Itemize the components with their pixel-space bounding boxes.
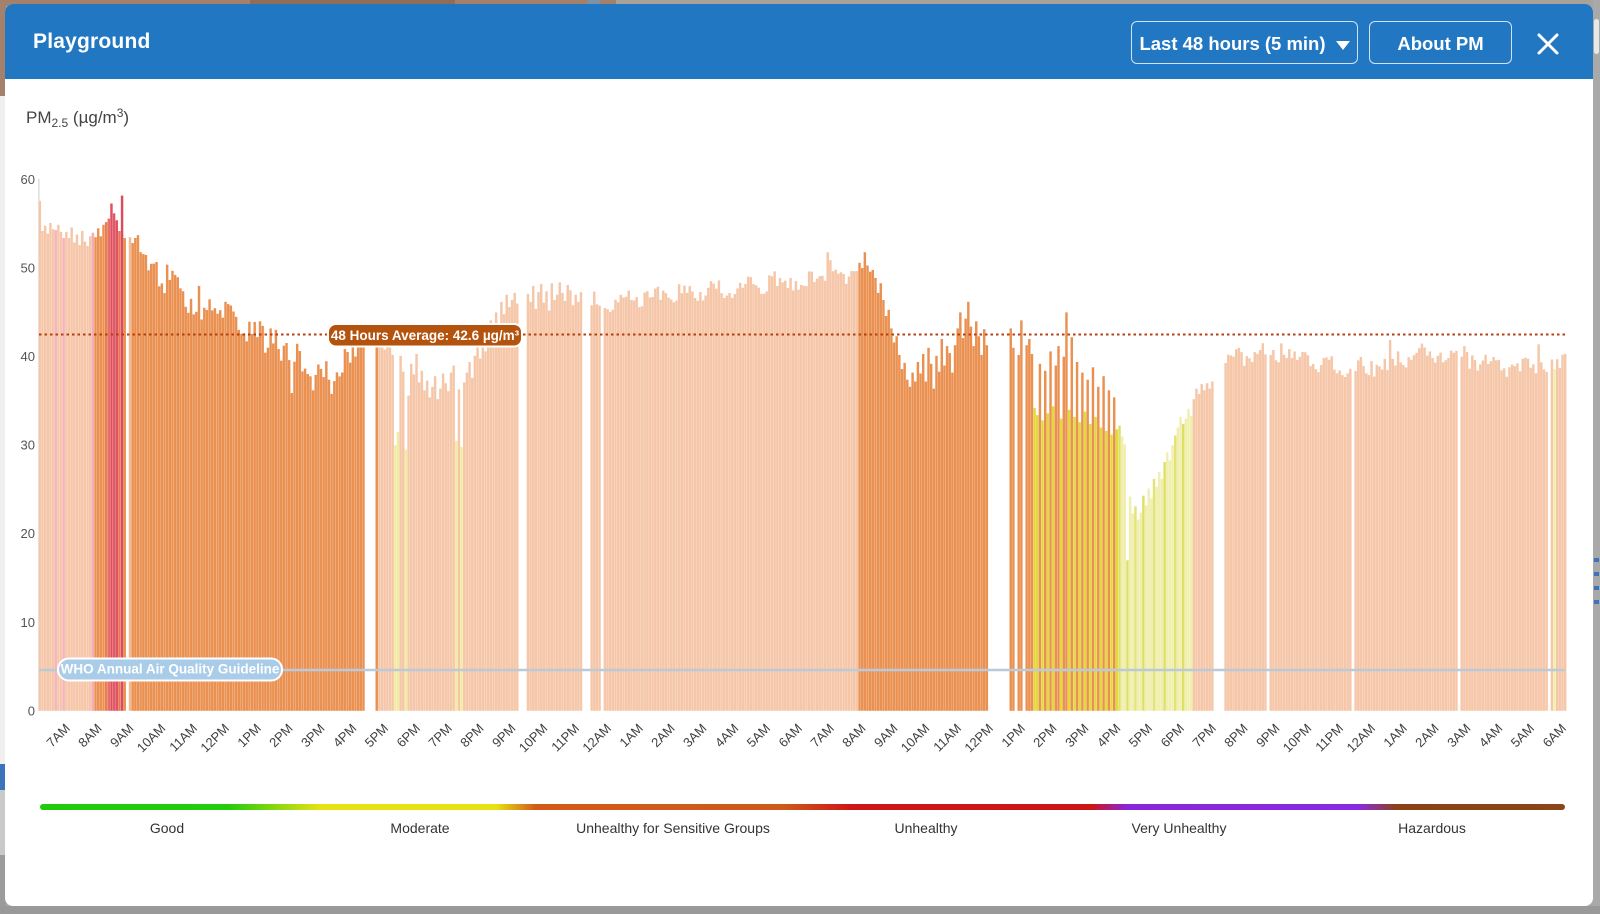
svg-text:8PM: 8PM [457,721,487,751]
svg-text:6PM: 6PM [393,721,423,751]
svg-text:Unhealthy: Unhealthy [894,820,957,836]
svg-text:Unhealthy for Sensitive Groups: Unhealthy for Sensitive Groups [576,820,770,836]
svg-text:11PM: 11PM [1312,721,1346,755]
svg-text:5AM: 5AM [1508,721,1538,751]
svg-text:3AM: 3AM [1444,721,1474,751]
svg-text:3AM: 3AM [680,721,710,751]
svg-text:2AM: 2AM [1412,721,1442,751]
svg-text:4AM: 4AM [712,721,742,751]
svg-text:50: 50 [21,261,35,276]
svg-text:12PM: 12PM [961,721,996,756]
svg-text:2PM: 2PM [266,721,296,751]
svg-text:6AM: 6AM [1540,721,1570,751]
svg-text:7PM: 7PM [425,721,455,751]
svg-text:8AM: 8AM [839,721,869,751]
svg-text:Hazardous: Hazardous [1398,820,1466,836]
svg-text:Good: Good [150,820,184,836]
svg-text:20: 20 [21,526,35,541]
svg-text:4PM: 4PM [1094,721,1124,751]
svg-text:12PM: 12PM [197,721,232,756]
svg-text:48 Hours Average: 42.6 µg/m³: 48 Hours Average: 42.6 µg/m³ [331,328,520,343]
svg-text:10: 10 [21,615,35,630]
svg-text:3PM: 3PM [298,721,328,751]
svg-text:PM2.5 (µg/m3): PM2.5 (µg/m3) [26,106,129,130]
svg-text:10AM: 10AM [134,721,169,756]
svg-text:12AM: 12AM [579,721,614,756]
svg-text:1PM: 1PM [998,721,1028,751]
svg-text:1AM: 1AM [1380,721,1410,751]
svg-text:10PM: 10PM [1280,721,1315,756]
svg-text:40: 40 [21,349,35,364]
svg-text:1AM: 1AM [616,721,646,751]
svg-text:3PM: 3PM [1062,721,1092,751]
svg-text:7AM: 7AM [43,721,73,751]
svg-text:WHO Annual Air Quality Guideli: WHO Annual Air Quality Guideline [61,662,280,677]
svg-text:10AM: 10AM [898,721,933,756]
svg-text:30: 30 [21,438,35,453]
svg-text:9AM: 9AM [107,721,137,751]
svg-text:6PM: 6PM [1158,721,1188,751]
svg-text:5AM: 5AM [744,721,774,751]
svg-text:9PM: 9PM [1253,721,1283,751]
svg-text:8PM: 8PM [1221,721,1251,751]
svg-text:2PM: 2PM [1030,721,1060,751]
svg-text:1PM: 1PM [234,721,264,751]
svg-text:Moderate: Moderate [390,820,449,836]
svg-text:11AM: 11AM [166,721,200,755]
svg-text:7AM: 7AM [807,721,837,751]
svg-text:Very Unhealthy: Very Unhealthy [1132,820,1227,836]
svg-text:2AM: 2AM [648,721,678,751]
svg-text:4AM: 4AM [1476,721,1506,751]
svg-text:4PM: 4PM [330,721,360,751]
svg-text:11PM: 11PM [548,721,582,755]
svg-text:5PM: 5PM [1126,721,1156,751]
svg-text:6AM: 6AM [775,721,805,751]
svg-text:7PM: 7PM [1189,721,1219,751]
svg-text:12AM: 12AM [1343,721,1378,756]
svg-text:5PM: 5PM [362,721,392,751]
svg-text:11AM: 11AM [930,721,964,755]
svg-text:10PM: 10PM [516,721,551,756]
svg-text:60: 60 [21,172,35,187]
svg-text:9PM: 9PM [489,721,519,751]
svg-text:9AM: 9AM [871,721,901,751]
svg-text:0: 0 [28,703,35,718]
svg-text:8AM: 8AM [75,721,105,751]
